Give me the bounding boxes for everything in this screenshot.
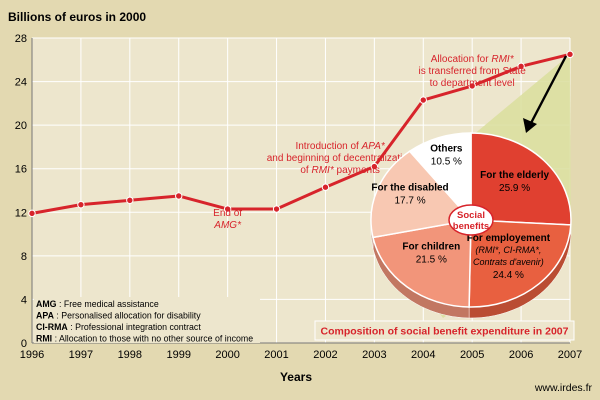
- x-tick-label: 2000: [215, 349, 239, 361]
- pie-slice: [370, 150, 473, 239]
- annotation-line: is transferred from State: [419, 66, 527, 77]
- x-tick-label: 2006: [509, 349, 533, 361]
- glossary-entry: APA : Personalised allocation for disabi…: [36, 311, 201, 321]
- data-point: [566, 50, 574, 59]
- pie-slice-label: For the elderly: [480, 170, 549, 181]
- x-tick-label: 2003: [362, 349, 386, 361]
- y-tick-label: 4: [21, 294, 27, 306]
- pie-slice: [468, 219, 572, 308]
- annotation-line: End of: [213, 208, 242, 219]
- y-tick-label: 28: [15, 33, 27, 45]
- pie-center-label: Social: [457, 210, 485, 221]
- y-tick-label: 12: [15, 207, 27, 219]
- x-tick-label: 2004: [411, 349, 435, 361]
- data-point: [468, 82, 476, 90]
- pie-slice-value: 24.4 %: [493, 270, 524, 281]
- pie-slice: [408, 132, 472, 222]
- x-tick-label: 2002: [313, 349, 337, 361]
- x-tick-label: 2007: [558, 349, 582, 361]
- chart-title: Billions of euros in 2000: [8, 10, 146, 24]
- data-point: [77, 200, 85, 209]
- pie-slice-value: 21.5 %: [416, 254, 447, 265]
- y-tick-label: 8: [21, 251, 27, 263]
- x-tick-label: 1998: [118, 349, 142, 361]
- data-point: [272, 205, 281, 213]
- pie-slice-label: For children: [402, 241, 460, 252]
- pie-slice: [372, 219, 472, 308]
- glossary-box: [34, 297, 260, 343]
- source-text: www.irdes.fr: [534, 382, 593, 394]
- pie-slice-value: 25.9 %: [499, 183, 530, 194]
- y-axis-ticks: 0 4 8 12 16 20 24 28: [15, 33, 27, 350]
- pie-slice-label: For the disabled: [371, 182, 448, 193]
- x-axis-label: Years: [280, 370, 312, 384]
- series-line: [31, 52, 571, 215]
- x-tick-label: 1997: [69, 349, 93, 361]
- data-point: [370, 162, 379, 171]
- y-tick-label: 16: [15, 164, 27, 176]
- pie-center-label: benefits: [453, 221, 489, 232]
- annotation-line: and beginning of decentralization: [267, 153, 414, 164]
- x-tick-label: 1996: [20, 349, 44, 361]
- glossary-entry: RMI : Allocation to those with no other …: [36, 334, 253, 344]
- pie-slice-sublabel: Contrats d'avenir): [473, 257, 544, 267]
- data-point: [28, 209, 36, 218]
- glossary-entry: CI-RMA : Professional integration contra…: [36, 322, 201, 332]
- pie-slice-label: For employement: [467, 233, 551, 244]
- x-axis-ticks: 1996 1997 1998 1999 2000 2001 2002 2003 2004 2005…: [20, 349, 582, 361]
- data-point: [419, 96, 427, 104]
- y-tick-label: 24: [15, 77, 27, 89]
- glossary-entry: AMG : Free medical assistance: [36, 299, 159, 309]
- data-point: [517, 62, 525, 71]
- annotation-line: Introduction of APA*: [295, 141, 385, 152]
- pie-slice-value: 17.7 %: [394, 195, 425, 206]
- data-point: [175, 192, 183, 200]
- y-tick-label: 20: [15, 120, 27, 132]
- pie-slice-label: Others: [430, 143, 463, 154]
- pie-chart: For the elderly 25.9 % For employement(RMI…: [370, 132, 572, 319]
- pie-title: Composition of social benefit expenditur…: [321, 326, 569, 338]
- x-tick-label: 2001: [264, 349, 288, 361]
- annotation-line: Allocation for RMI*: [431, 54, 515, 65]
- x-tick-label: 2005: [460, 349, 484, 361]
- pie-center-badge: [448, 204, 494, 236]
- callout-arrow: [523, 55, 568, 133]
- x-tick-label: 1999: [166, 349, 190, 361]
- data-point: [223, 205, 232, 213]
- pie-title-box: Composition of social benefit expenditur…: [314, 320, 575, 341]
- pie-slice-sublabel: (RMI*, CI-RMA*,: [475, 245, 541, 255]
- data-points: [28, 50, 574, 218]
- annotation-line: to department level: [430, 78, 515, 89]
- annotation-line: AMG*: [213, 220, 242, 231]
- data-point: [321, 183, 330, 191]
- annotation-line: of RMI* payments: [300, 165, 380, 176]
- data-point: [126, 196, 134, 205]
- pie-slice: [470, 132, 572, 226]
- glossary: AMG : Free medical assistance APA : Perso…: [34, 297, 260, 344]
- pie-slice-value: 10.5 %: [431, 156, 462, 167]
- y-tick-label: 0: [21, 338, 27, 350]
